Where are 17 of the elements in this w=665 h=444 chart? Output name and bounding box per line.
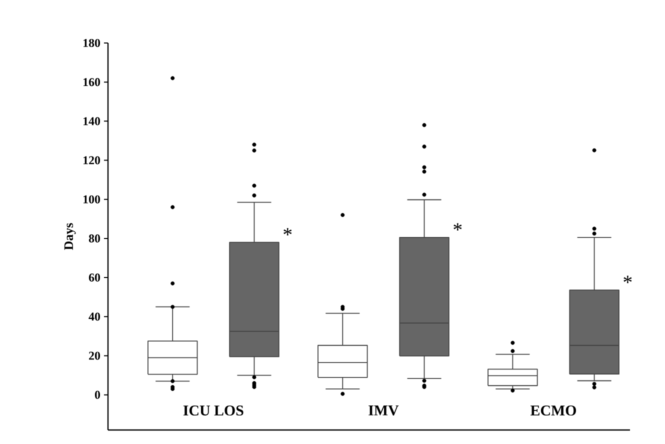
x-tick-label: ECMO	[530, 406, 576, 416]
annotation: *	[284, 228, 292, 236]
y-tick-label: 60	[88, 274, 100, 282]
y-tick-label: 0	[94, 390, 100, 399]
y-tick-label: 20	[89, 352, 100, 360]
annotation: *	[624, 276, 632, 284]
y-tick-label: 80	[88, 234, 100, 242]
y-tick-label: 180	[84, 38, 100, 48]
y-tick-label: 100	[84, 195, 100, 204]
annotation: *	[454, 223, 462, 231]
y-tick-label: 120	[84, 156, 100, 164]
y-axis-title: Days	[64, 223, 76, 250]
y-tick-label: 40	[88, 312, 100, 321]
y-tick-label: 140	[84, 117, 100, 126]
y-tick-label: 160	[84, 78, 100, 86]
x-tick-label: ICU LOS	[183, 406, 244, 416]
x-tick-label: IMV	[368, 406, 399, 416]
